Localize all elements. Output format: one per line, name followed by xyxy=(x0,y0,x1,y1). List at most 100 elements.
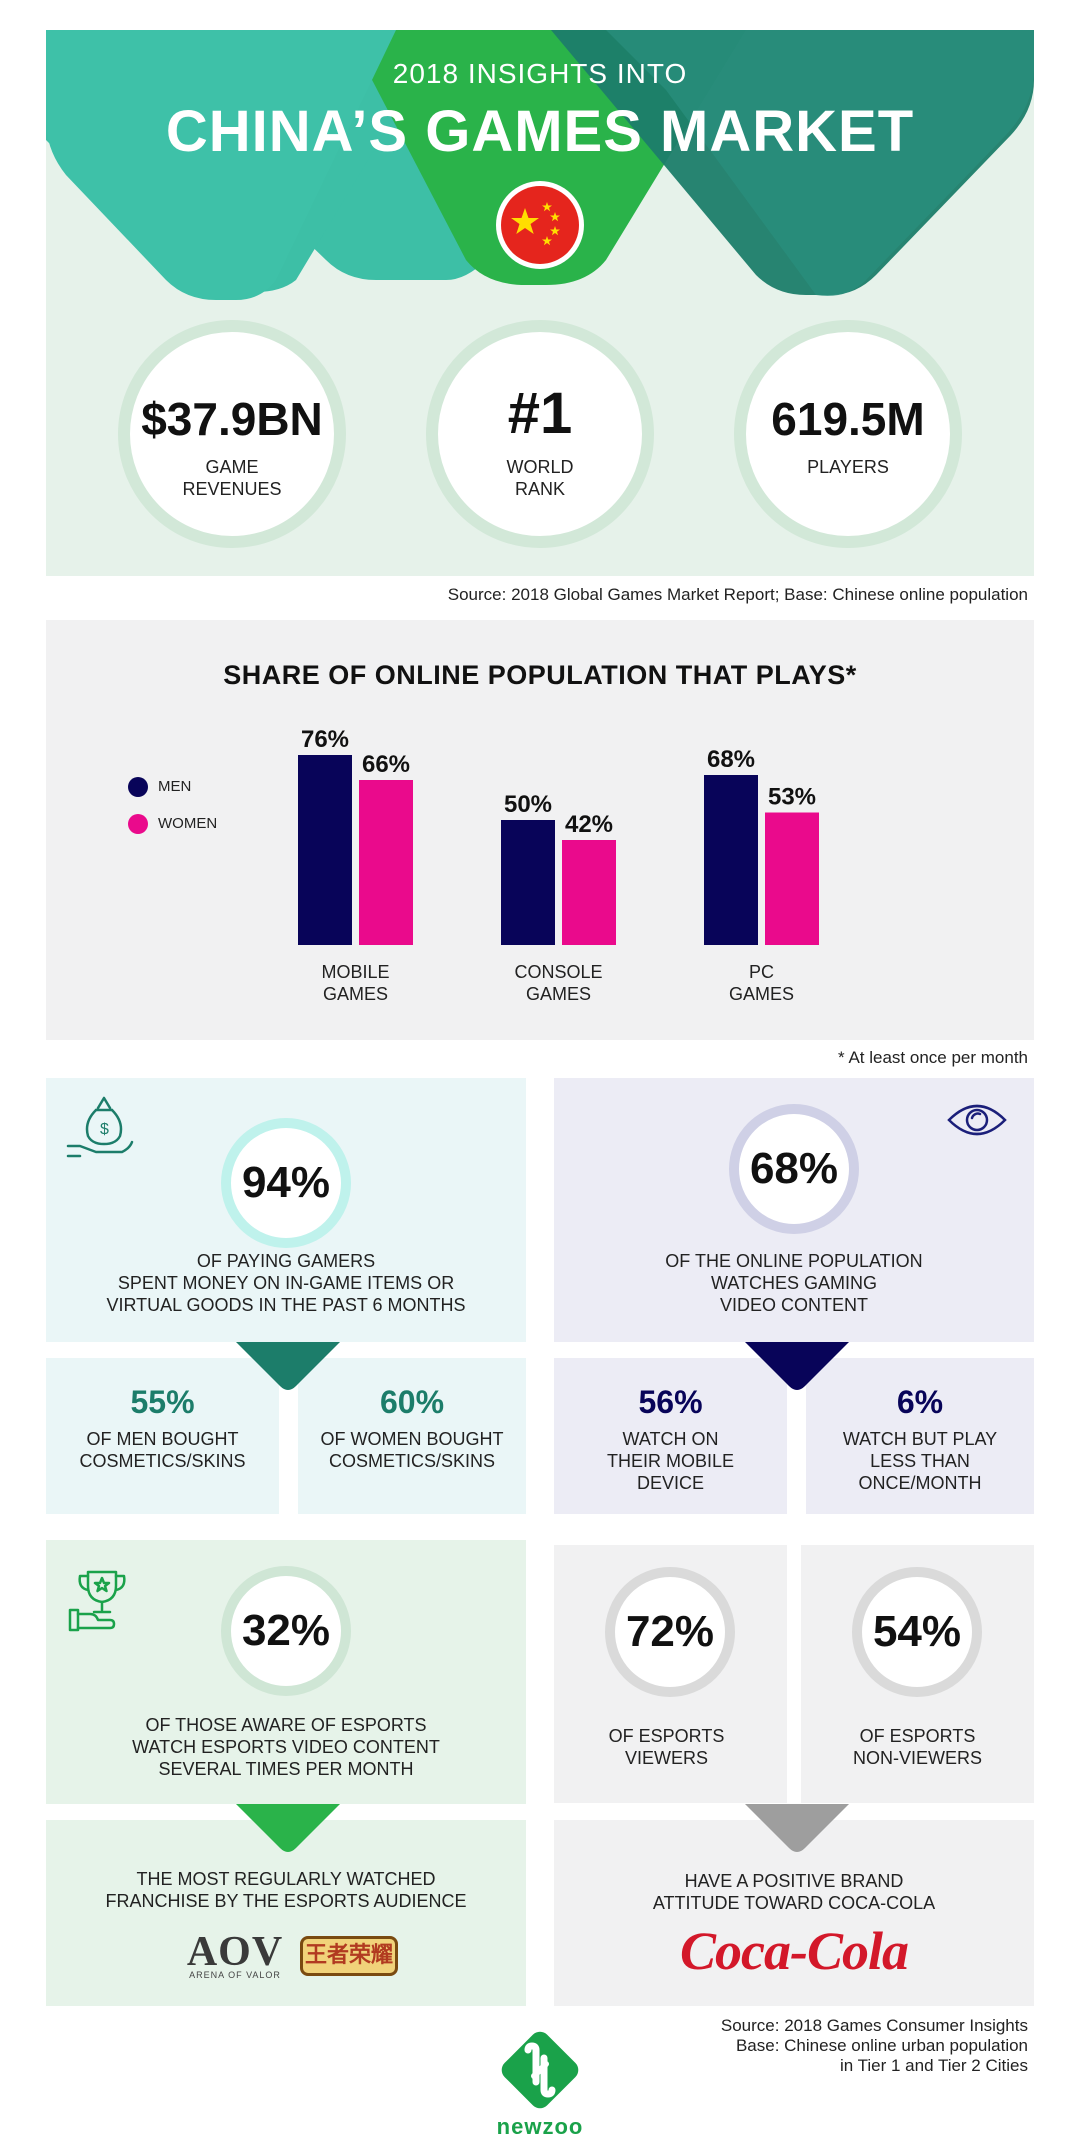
header-panel: 2018 INSIGHTS INTO CHINA’S GAMES MARKET … xyxy=(46,30,1034,576)
bar-label-men-0: 76% xyxy=(301,726,349,753)
viewers-text-1: OF ESPORTS xyxy=(608,1726,725,1746)
women-cosmetics-panel: 60% OF WOMEN BOUGHT COSMETICS/SKINS xyxy=(298,1358,526,1514)
legend-men-label: MEN xyxy=(158,778,192,795)
men-cosmetics-panel: 55% OF MEN BOUGHT COSMETICS/SKINS xyxy=(46,1358,279,1514)
source-bottom-3: in Tier 1 and Tier 2 Cities xyxy=(839,2056,1028,2075)
video-text-3: VIDEO CONTENT xyxy=(719,1295,868,1315)
viewers-pct: 72% xyxy=(625,1607,715,1656)
nonviewers-text-2: NON-VIEWERS xyxy=(852,1748,982,1768)
newzoo-wordmark: newzoo xyxy=(496,2114,584,2139)
spending-text-2: SPENT MONEY ON IN-GAME ITEMS OR xyxy=(117,1273,455,1293)
esports-text-3: SEVERAL TIMES PER MONTH xyxy=(158,1759,414,1779)
mobile-video-panel: 56% WATCH ON THEIR MOBILE DEVICE xyxy=(554,1358,787,1514)
stat-rank-value: #1 xyxy=(507,381,573,446)
wangzhe-logo: 王者荣耀 xyxy=(300,1936,398,1976)
eye-icon xyxy=(947,1104,1007,1136)
coca-cola-panel: HAVE A POSITIVE BRAND ATTITUDE TOWARD CO… xyxy=(554,1820,1034,2006)
rare-players-pct: 6% xyxy=(896,1384,944,1420)
bar-men-2 xyxy=(704,775,758,945)
stat-players-value: 619.5M xyxy=(771,393,925,445)
stat-revenue-value: $37.9BN xyxy=(141,393,323,445)
spending-text-3: VIRTUAL GOODS IN THE PAST 6 MONTHS xyxy=(106,1295,466,1315)
viewers-panel: 72% OF ESPORTS VIEWERS xyxy=(554,1545,787,1803)
franchise-text-1: THE MOST REGULARLY WATCHED xyxy=(136,1869,436,1889)
women-cosmetics-text-2: COSMETICS/SKINS xyxy=(328,1451,496,1471)
stat-revenue-label-1: GAME xyxy=(205,457,259,477)
esports-text-1: OF THOSE AWARE OF ESPORTS xyxy=(145,1715,427,1735)
nonviewers-pct: 54% xyxy=(872,1607,962,1656)
coca-cola-text-1: HAVE A POSITIVE BRAND xyxy=(684,1871,904,1891)
bar-label-women-1: 42% xyxy=(565,811,613,838)
money-bag-hand-icon: $ xyxy=(66,1096,134,1158)
rare-players-text-3: ONCE/MONTH xyxy=(858,1473,982,1493)
stat-revenue-label-2: REVENUES xyxy=(182,479,282,499)
mobile-video-text-2: THEIR MOBILE xyxy=(606,1451,735,1471)
source-bottom-2: Base: Chinese online urban population xyxy=(735,2036,1028,2055)
brand-arrow xyxy=(745,1804,849,1852)
china-flag-icon xyxy=(496,181,584,269)
women-cosmetics-pct: 60% xyxy=(379,1384,445,1420)
video-arrow xyxy=(745,1342,849,1390)
stat-players-label: PLAYERS xyxy=(807,457,889,477)
nonviewers-text-1: OF ESPORTS xyxy=(859,1726,976,1746)
header-background xyxy=(46,30,1034,300)
spending-pct: 94% xyxy=(241,1158,331,1207)
legend-women-dot xyxy=(128,814,148,834)
nonviewers-panel: 54% OF ESPORTS NON-VIEWERS xyxy=(801,1545,1034,1803)
viewers-text-2: VIEWERS xyxy=(624,1748,708,1768)
esports-pct: 32% xyxy=(241,1606,331,1655)
bar-label-women-0: 66% xyxy=(362,751,410,778)
viewers-pct-circle: 72% xyxy=(605,1567,735,1697)
header-title: CHINA’S GAMES MARKET xyxy=(165,99,915,164)
esports-text-2: WATCH ESPORTS VIDEO CONTENT xyxy=(132,1737,440,1757)
bar-chart: 76%66%MOBILEGAMES50%42%CONSOLEGAMES68%53… xyxy=(298,726,819,1004)
stat-rank-label-1: WORLD xyxy=(506,457,574,477)
coca-cola-logo: Coca-Cola xyxy=(680,1921,909,1981)
svg-text:$: $ xyxy=(100,1121,109,1138)
chart-title: SHARE OF ONLINE POPULATION THAT PLAYS* xyxy=(223,660,857,690)
bar-women-1 xyxy=(562,840,616,945)
spending-panel: $ 94% OF PAYING GAMERS SPENT MONEY ON IN… xyxy=(46,1078,526,1342)
franchise-text-2: FRANCHISE BY THE ESPORTS AUDIENCE xyxy=(105,1891,467,1911)
category-label-1-0: CONSOLE xyxy=(514,962,602,982)
newzoo-logo-icon xyxy=(501,2031,579,2109)
rare-players-panel: 6% WATCH BUT PLAY LESS THAN ONCE/MONTH xyxy=(806,1358,1034,1514)
chart-footnote: * At least once per month xyxy=(838,1048,1028,1067)
bar-label-men-1: 50% xyxy=(504,791,552,818)
category-label-2-1: GAMES xyxy=(729,984,794,1004)
category-label-0-1: GAMES xyxy=(323,984,388,1004)
legend-men-dot xyxy=(128,777,148,797)
stat-revenue: $37.9BN GAME REVENUES xyxy=(118,320,346,548)
video-text-2: WATCHES GAMING xyxy=(711,1273,877,1293)
source-top: Source: 2018 Global Games Market Report;… xyxy=(447,585,1028,604)
category-label-1-1: GAMES xyxy=(526,984,591,1004)
header-subtitle: 2018 INSIGHTS INTO xyxy=(392,58,688,89)
legend-women-label: WOMEN xyxy=(158,815,218,832)
video-text-1: OF THE ONLINE POPULATION xyxy=(665,1251,923,1271)
rare-players-text-1: WATCH BUT PLAY xyxy=(842,1429,998,1449)
nonviewers-pct-circle: 54% xyxy=(852,1567,982,1697)
video-pct: 68% xyxy=(749,1144,839,1193)
esports-panel: 32% OF THOSE AWARE OF ESPORTS WATCH ESPO… xyxy=(46,1540,526,1804)
source-bottom-1: Source: 2018 Games Consumer Insights xyxy=(720,2016,1028,2035)
spending-arrow xyxy=(236,1342,340,1390)
coca-cola-text-2: ATTITUDE TOWARD COCA-COLA xyxy=(652,1893,936,1913)
mobile-video-text-1: WATCH ON xyxy=(622,1429,719,1449)
spending-pct-circle: 94% xyxy=(221,1118,351,1248)
esports-arrow xyxy=(236,1804,340,1852)
bar-label-men-2: 68% xyxy=(707,746,755,773)
stat-rank: #1 WORLD RANK xyxy=(426,320,654,548)
bar-men-0 xyxy=(298,755,352,945)
men-cosmetics-pct: 55% xyxy=(130,1384,195,1420)
spending-text-1: OF PAYING GAMERS xyxy=(196,1251,376,1271)
category-label-0-0: MOBILE xyxy=(321,962,389,982)
men-cosmetics-text-1: OF MEN BOUGHT xyxy=(86,1429,239,1449)
bar-women-0 xyxy=(359,780,413,945)
esports-pct-circle: 32% xyxy=(221,1566,351,1696)
women-cosmetics-text-1: OF WOMEN BOUGHT xyxy=(320,1429,504,1449)
chart-panel: SHARE OF ONLINE POPULATION THAT PLAYS* M… xyxy=(46,620,1034,1040)
men-cosmetics-text-2: COSMETICS/SKINS xyxy=(79,1451,246,1471)
video-pct-circle: 68% xyxy=(729,1104,859,1234)
bar-label-women-2: 53% xyxy=(768,784,816,811)
stat-players: 619.5M PLAYERS xyxy=(734,320,962,548)
